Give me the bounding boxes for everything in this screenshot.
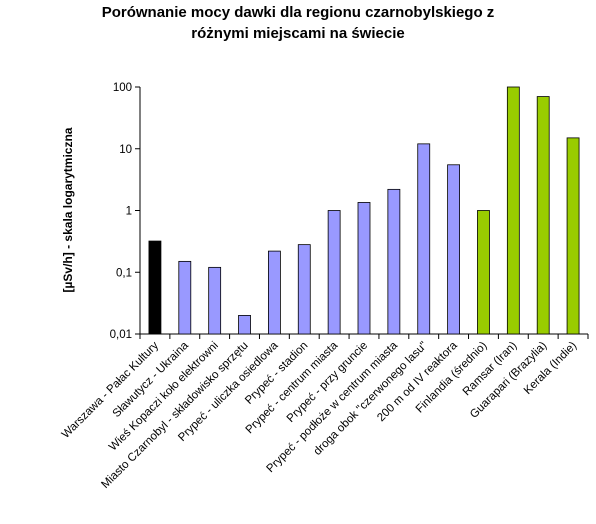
x-tick-label: Kerala (Indie)	[522, 340, 579, 397]
y-tick-label: 1	[126, 206, 132, 218]
x-tick-label: Wieś Kopaczi koło elektrowni	[107, 340, 221, 454]
y-tick-label: 100	[113, 82, 132, 94]
bar	[357, 202, 371, 335]
bar	[297, 244, 311, 335]
bar	[208, 266, 222, 335]
bar	[238, 315, 251, 335]
y-axis-label: [µSv/h] - skala logarytmiczna	[61, 127, 75, 292]
bar	[506, 86, 520, 335]
bar	[148, 240, 162, 335]
chart-title-line-1: Porównanie mocy dawki dla regionu czarno…	[101, 4, 495, 21]
y-tick-label: 0,01	[110, 329, 132, 341]
bar	[178, 260, 192, 335]
bar	[327, 210, 341, 335]
bar	[536, 96, 550, 335]
y-tick-label: 10	[119, 144, 132, 156]
bar	[566, 137, 580, 335]
bar	[477, 210, 490, 335]
y-tick-label: 0,1	[116, 267, 132, 279]
bar	[267, 250, 281, 335]
bar-series	[148, 86, 580, 335]
chart-title-line-2: różnymi miejscami na świecie	[191, 25, 405, 42]
bar	[417, 143, 431, 335]
bar	[387, 188, 401, 335]
bar	[447, 164, 461, 335]
chart-title: Porównanie mocy dawki dla regionu czarno…	[0, 2, 596, 44]
